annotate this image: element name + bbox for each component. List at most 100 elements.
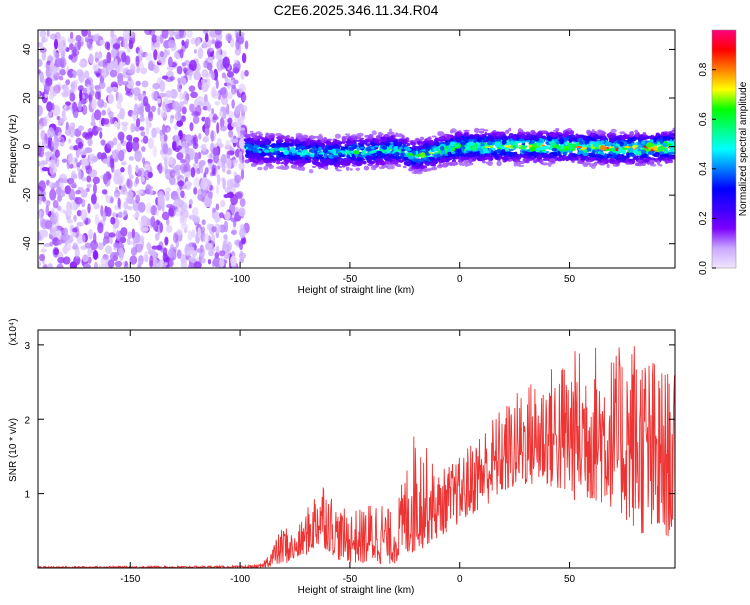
noise-cell bbox=[127, 75, 132, 82]
noise-cell bbox=[144, 30, 152, 36]
band-cell bbox=[332, 144, 339, 149]
noise-cell bbox=[241, 52, 247, 64]
noise-cell bbox=[58, 42, 64, 54]
noise-cell bbox=[40, 189, 46, 198]
band-cell bbox=[518, 127, 522, 131]
band-cell bbox=[438, 139, 446, 142]
band-cell bbox=[526, 133, 533, 138]
noise-cell bbox=[161, 75, 169, 80]
band-cell bbox=[299, 145, 306, 149]
band-cell bbox=[459, 151, 463, 157]
band-cell bbox=[638, 161, 644, 164]
noise-cell bbox=[149, 255, 154, 267]
band-cell bbox=[361, 141, 368, 144]
noise-cell bbox=[213, 211, 221, 223]
noise-cell bbox=[81, 150, 88, 155]
snr-x-axis-label: Height of straight line (km) bbox=[298, 585, 415, 596]
band-cell bbox=[604, 141, 612, 145]
noise-cell bbox=[78, 70, 83, 78]
noise-cell bbox=[95, 57, 100, 62]
colorbar: 0.0 0.2 0.4 0.6 0.8 Normalized spectral ampl… bbox=[698, 29, 749, 275]
band-cell bbox=[472, 146, 477, 151]
band-cell bbox=[568, 138, 573, 143]
noise-cell bbox=[63, 84, 70, 96]
noise-cell bbox=[196, 167, 201, 175]
band-cell bbox=[630, 153, 637, 158]
band-cell bbox=[625, 134, 629, 139]
noise-cell bbox=[109, 117, 114, 125]
band-cell bbox=[656, 137, 660, 140]
noise-cell bbox=[145, 183, 152, 196]
band-cell bbox=[473, 151, 478, 156]
band-cell bbox=[572, 153, 578, 158]
noise-cell bbox=[197, 47, 204, 59]
band-cell bbox=[656, 160, 661, 166]
noise-cell bbox=[186, 250, 193, 256]
noise-cell bbox=[187, 263, 195, 268]
band-cell bbox=[392, 160, 399, 165]
band-cell bbox=[500, 145, 505, 149]
noise-cell bbox=[109, 69, 118, 78]
noise-cell bbox=[145, 123, 150, 136]
noise-cell bbox=[38, 211, 42, 217]
noise-cell bbox=[85, 165, 91, 170]
noise-cell bbox=[190, 167, 196, 178]
noise-cell bbox=[191, 229, 196, 238]
noise-cell bbox=[135, 194, 141, 204]
band-cell bbox=[542, 136, 547, 139]
noise-cell bbox=[126, 205, 133, 211]
band-cell bbox=[381, 145, 388, 150]
band-cell bbox=[449, 154, 454, 158]
band-cell bbox=[463, 129, 470, 132]
noise-cell bbox=[113, 242, 120, 249]
band-cell bbox=[273, 144, 280, 148]
noise-cell bbox=[58, 75, 64, 81]
noise-cell bbox=[65, 79, 71, 86]
noise-cell bbox=[69, 163, 74, 169]
noise-cell bbox=[110, 216, 116, 225]
band-cell bbox=[437, 153, 441, 157]
band-cell bbox=[297, 135, 303, 140]
noise-cell bbox=[77, 125, 85, 131]
band-cell bbox=[466, 154, 473, 158]
noise-cell bbox=[115, 213, 119, 218]
noise-cell bbox=[94, 213, 99, 226]
band-cell bbox=[619, 156, 626, 163]
band-cell bbox=[527, 152, 534, 157]
band-cell bbox=[349, 168, 353, 171]
band-cell bbox=[580, 156, 587, 161]
noise-cell bbox=[239, 257, 245, 264]
noise-cell bbox=[69, 261, 78, 268]
band-cell bbox=[264, 140, 269, 146]
noise-cell bbox=[62, 256, 71, 265]
noise-cell bbox=[52, 182, 60, 188]
band-cell bbox=[640, 162, 647, 167]
band-cell bbox=[334, 133, 341, 139]
noise-cell bbox=[159, 222, 163, 233]
noise-cell bbox=[110, 197, 114, 204]
band-cell bbox=[576, 145, 583, 149]
noise-cell bbox=[231, 121, 238, 128]
noise-cell bbox=[223, 220, 229, 233]
band-cell bbox=[398, 138, 404, 141]
noise-cell bbox=[201, 82, 209, 93]
band-cell bbox=[318, 146, 323, 152]
noise-cell bbox=[71, 183, 78, 189]
noise-cell bbox=[121, 184, 127, 193]
noise-cell bbox=[231, 159, 239, 164]
noise-cell bbox=[159, 130, 164, 142]
noise-cell bbox=[227, 117, 233, 124]
noise-cell bbox=[52, 199, 59, 209]
noise-cell bbox=[181, 39, 185, 46]
noise-cell bbox=[44, 219, 53, 230]
band-cell bbox=[609, 134, 615, 139]
band-cell bbox=[502, 155, 507, 161]
band-cell bbox=[278, 147, 284, 151]
band-cell bbox=[564, 157, 568, 160]
noise-cell bbox=[71, 173, 78, 180]
noise-cell bbox=[72, 101, 78, 113]
spectrogram-x-axis-label: Height of straight line (km) bbox=[298, 285, 415, 296]
noise-cell bbox=[212, 256, 221, 268]
noise-cell bbox=[92, 176, 100, 185]
band-cell bbox=[319, 156, 325, 159]
